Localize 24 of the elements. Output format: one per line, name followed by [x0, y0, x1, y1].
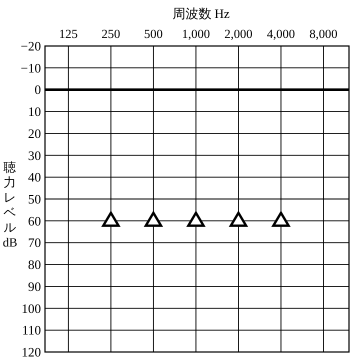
y-axis-title: 聴力レベル dB	[2, 160, 18, 250]
y-tick-label: 100	[22, 300, 41, 316]
y-tick-label: 90	[28, 278, 41, 294]
x-tick-label: 1,000	[182, 27, 210, 41]
x-tick-label: 2,000	[224, 27, 253, 41]
x-tick-label: 500	[144, 27, 163, 41]
y-tick-label: 30	[28, 148, 41, 163]
x-axis-title: 周波数 Hz	[172, 6, 230, 21]
y-tick-label: −10	[20, 60, 41, 76]
y-tick-label: 40	[28, 170, 41, 185]
y-tick-label: 0	[34, 82, 41, 98]
y-tick-label: 110	[22, 322, 41, 338]
y-tick-label: 60	[28, 213, 41, 228]
y-tick-label: −20	[20, 38, 41, 54]
y-tick-label: 80	[28, 257, 41, 272]
x-tick-label: 250	[102, 27, 120, 41]
x-tick-label: 125	[59, 27, 78, 41]
y-tick-label: 10	[28, 104, 41, 120]
y-tick-label: 20	[28, 126, 41, 141]
x-tick-label: 4,000	[266, 27, 296, 41]
y-tick-label: 70	[28, 235, 41, 250]
y-tick-label: 50	[28, 192, 41, 206]
y-tick-label: 120	[22, 344, 41, 360]
x-tick-label: 8,000	[309, 27, 338, 41]
